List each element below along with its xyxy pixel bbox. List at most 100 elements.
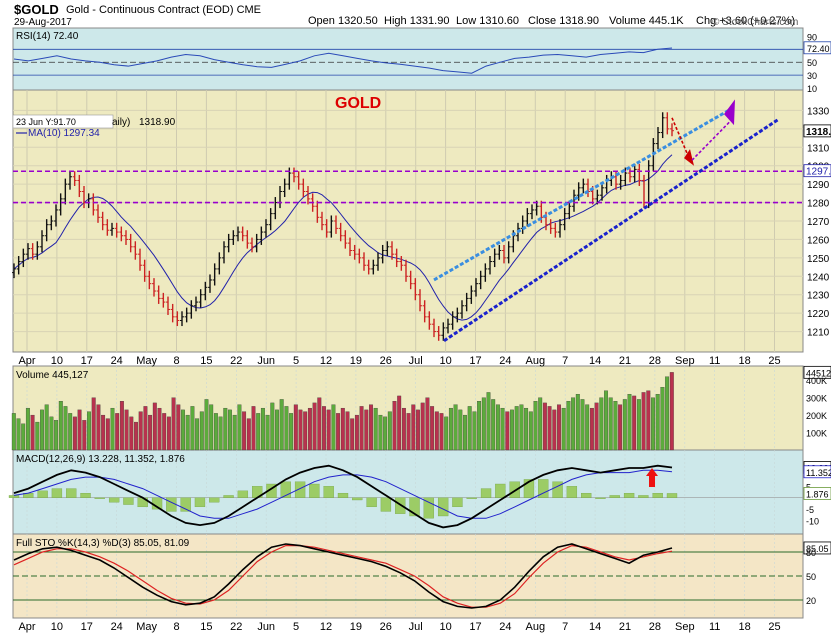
x-tick-label: Sep xyxy=(675,355,695,367)
volume-bar xyxy=(439,413,444,451)
price-tick-label: 1330 xyxy=(807,106,830,117)
volume-bar xyxy=(96,404,101,451)
volume-bar xyxy=(77,409,82,451)
volume-bar xyxy=(641,392,646,451)
volume-bar xyxy=(448,407,453,451)
volume-bar xyxy=(481,397,486,451)
high-value: 1331.90 xyxy=(409,15,450,27)
daily-fragment: aily) xyxy=(112,117,130,128)
macd-histogram-bar xyxy=(66,488,77,498)
macd-histogram-bar xyxy=(466,497,477,499)
high-caption: High xyxy=(384,15,407,27)
ma-last-label: 1297.3 xyxy=(806,167,831,178)
rsi-tick-label: 30 xyxy=(807,71,817,81)
symbol-label: $GOLD xyxy=(14,2,59,17)
volume-bar xyxy=(35,421,40,451)
volume-bar xyxy=(209,404,214,451)
x-tick-label: 21 xyxy=(619,355,631,367)
price-tick-label: 1210 xyxy=(807,328,830,339)
x-tick-label: 12 xyxy=(320,355,332,367)
volume-bar xyxy=(467,406,472,451)
rsi-tick-label: 90 xyxy=(807,32,817,42)
volume-bar xyxy=(599,397,604,451)
volume-bar xyxy=(495,404,500,451)
change-value: +3.60 (+0.27%) xyxy=(719,15,796,27)
sto-title: Full STO %K(14,3) %D(3) 85.05, 81.09 xyxy=(16,538,190,549)
volume-bar xyxy=(284,406,289,451)
volume-bar xyxy=(585,404,590,451)
volume-bar xyxy=(463,414,467,451)
volume-bar xyxy=(486,392,491,451)
volume-bar xyxy=(557,404,561,451)
x-tick-label: 10 xyxy=(439,621,451,633)
price-tick-label: 1280 xyxy=(807,199,830,210)
macd-histogram-bar xyxy=(223,495,234,498)
volume-bar xyxy=(68,413,73,451)
volume-bar xyxy=(373,407,378,451)
volume-bar xyxy=(218,416,223,451)
macd-histogram-bar xyxy=(209,497,220,503)
x-tick-label: 28 xyxy=(649,621,661,633)
contract-name: Gold - Continuous Contract (EOD) CME xyxy=(58,4,261,16)
volume-bar xyxy=(575,394,580,451)
volume-bar xyxy=(293,404,298,451)
last-price-label: 1318.9 xyxy=(806,127,831,138)
volume-bar xyxy=(176,404,181,451)
volume-bar xyxy=(655,394,660,451)
x-tick-label: 5 xyxy=(293,621,299,633)
rsi-panel xyxy=(12,27,804,91)
x-tick-label: 5 xyxy=(293,355,299,367)
macd-histogram-bar xyxy=(623,492,635,498)
x-tick-label: 24 xyxy=(499,355,511,367)
x-tick-label: 12 xyxy=(320,621,332,633)
close-label: Close 1318.90 xyxy=(528,15,599,27)
volume-bar xyxy=(434,411,439,451)
volume-bar xyxy=(91,397,96,451)
volume-bar xyxy=(392,400,397,451)
volume-bar xyxy=(21,423,26,451)
volume-bar xyxy=(213,413,218,451)
ma10-line xyxy=(13,154,673,321)
volume-bar xyxy=(124,409,129,451)
open-label: Open 1320.50 xyxy=(308,15,378,27)
x-tick-label: May xyxy=(136,621,157,633)
price-tick-label: 1230 xyxy=(807,291,830,302)
volume-bar xyxy=(636,399,641,451)
x-tick-label: Jun xyxy=(257,621,275,633)
gold-title: GOLD xyxy=(335,95,381,112)
volume-bar xyxy=(411,404,416,451)
volume-bar xyxy=(444,416,449,451)
volume-bar xyxy=(383,416,388,451)
volume-bar xyxy=(472,411,477,451)
volume-bar xyxy=(185,414,190,451)
macd-histogram-bar xyxy=(509,481,520,498)
open-caption: Open xyxy=(308,15,335,27)
volume-bar xyxy=(580,399,585,451)
volume-caption: Volume xyxy=(609,15,646,27)
macd-histogram-bar xyxy=(323,486,334,498)
macd-title: MACD(12,26,9) 13.228, 11.352, 1.876 xyxy=(16,454,185,465)
axis-labels: Apr Apr 10 10 17 17 24 24 May May 8 8 15 15 22 22 Jun Jun… xyxy=(16,31,831,633)
macd-histogram-bar xyxy=(280,481,291,498)
x-tick-label: Jul xyxy=(409,621,423,633)
x-tick-label: 14 xyxy=(589,621,601,633)
volume-bar xyxy=(49,416,54,451)
volume-bar xyxy=(298,409,303,451)
volume-bar xyxy=(110,407,115,451)
channel-upper-line xyxy=(433,105,736,282)
x-tick-label: May xyxy=(136,355,157,367)
volume-label: Volume 445.1K xyxy=(609,15,684,27)
x-tick-label: 10 xyxy=(51,355,63,367)
macd-histogram-bar xyxy=(51,488,63,498)
macd-histogram-bar xyxy=(538,479,549,498)
x-tick-label: 17 xyxy=(81,355,93,367)
volume-bar xyxy=(265,414,270,451)
volume-bar xyxy=(237,404,242,451)
open-value: 1320.50 xyxy=(337,15,378,27)
x-tick-label: 19 xyxy=(350,621,362,633)
volume-bar xyxy=(40,409,44,451)
volume-bar xyxy=(190,406,195,451)
volume-bar xyxy=(632,395,637,451)
